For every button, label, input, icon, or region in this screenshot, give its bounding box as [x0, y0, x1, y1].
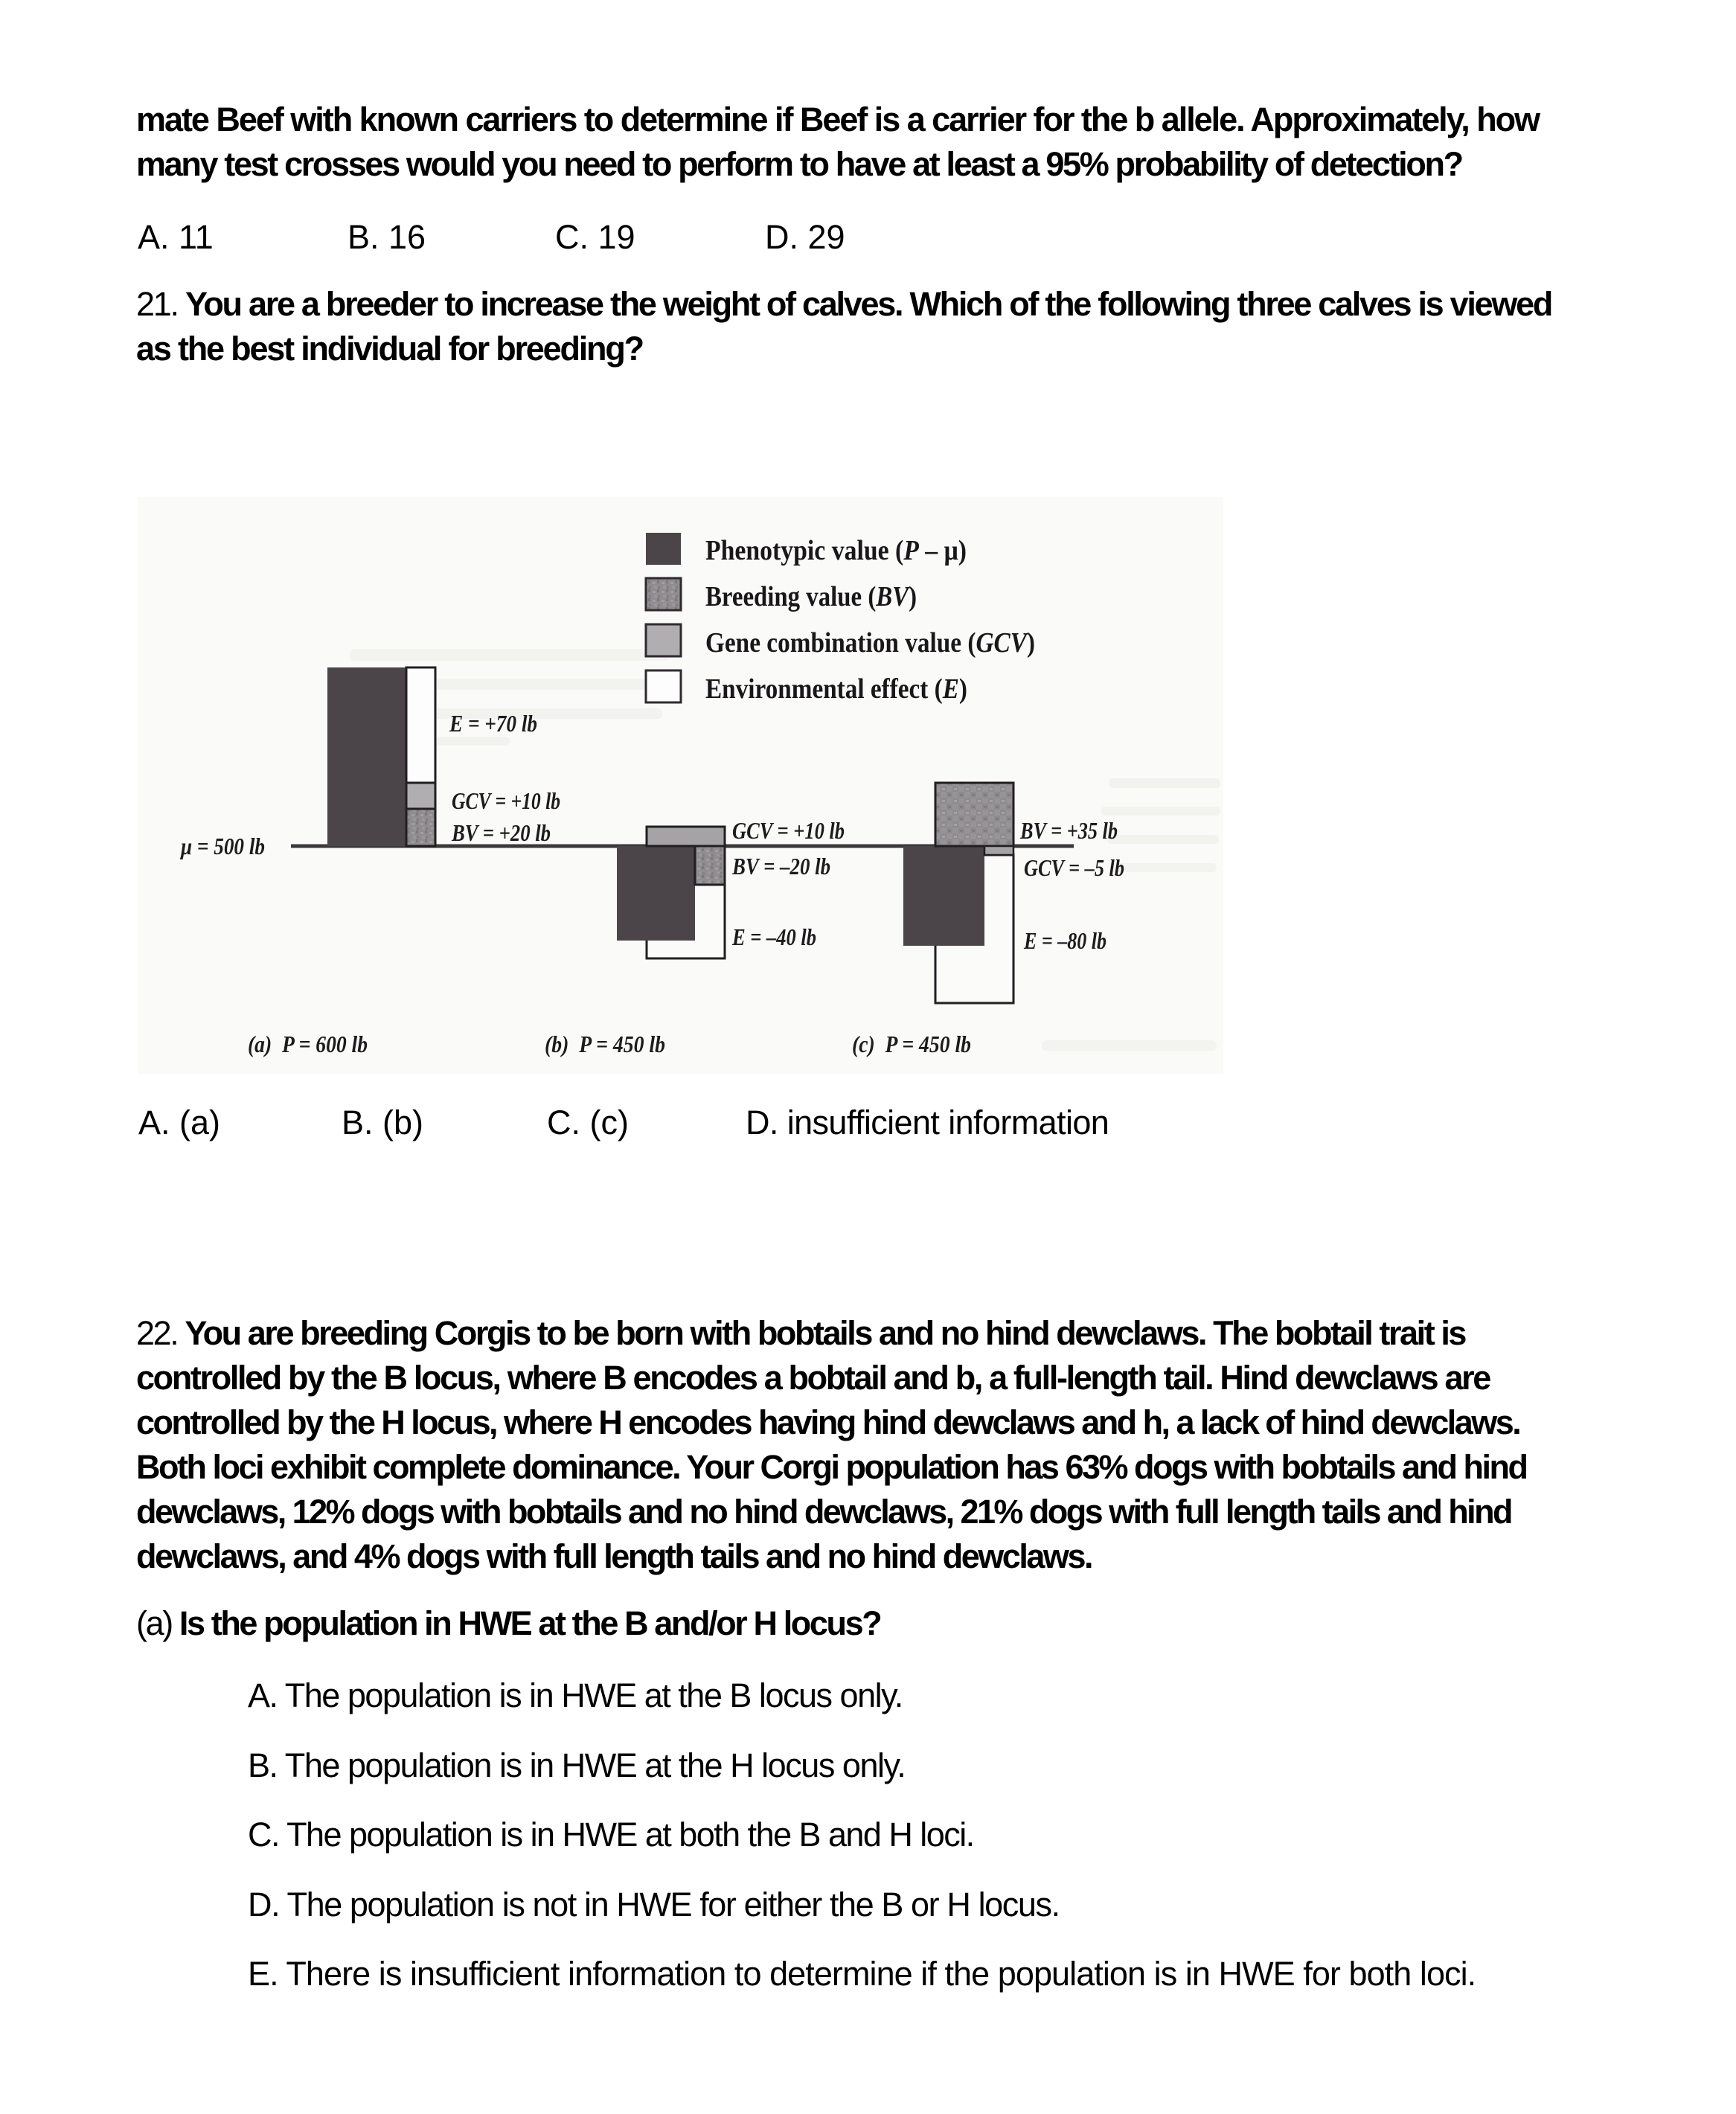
svg-text:GCV = +10 lb: GCV = +10 lb	[452, 787, 560, 814]
svg-text:BV = +20 lb: BV = +20 lb	[451, 819, 551, 846]
svg-text:Breeding value (BV): Breeding value (BV)	[705, 581, 917, 612]
svg-text:BV = –20 lb: BV = –20 lb	[731, 853, 830, 880]
svg-text:μ = 500 lb: μ = 500 lb	[179, 833, 265, 859]
svg-text:E = –80 lb: E = –80 lb	[1023, 927, 1106, 954]
svg-text:E = +70 lb: E = +70 lb	[449, 710, 537, 737]
svg-text:(c) P = 450 lb: (c) P = 450 lb	[852, 1031, 971, 1057]
svg-text:GCV = +10 lb: GCV = +10 lb	[732, 817, 845, 844]
svg-text:E = –40 lb: E = –40 lb	[731, 923, 816, 950]
svg-text:Gene combination value (GCV): Gene combination value (GCV)	[705, 627, 1035, 659]
svg-text:(a) P = 600 lb: (a) P = 600 lb	[248, 1031, 368, 1057]
svg-text:Environmental effect (E): Environmental effect (E)	[705, 673, 967, 705]
svg-text:BV = +35 lb: BV = +35 lb	[1019, 817, 1118, 844]
svg-text:GCV = –5 lb: GCV = –5 lb	[1024, 854, 1124, 881]
svg-text:Phenotypic value (P – μ): Phenotypic value (P – μ)	[705, 535, 967, 566]
svg-text:(b) P = 450 lb: (b) P = 450 lb	[545, 1031, 665, 1057]
